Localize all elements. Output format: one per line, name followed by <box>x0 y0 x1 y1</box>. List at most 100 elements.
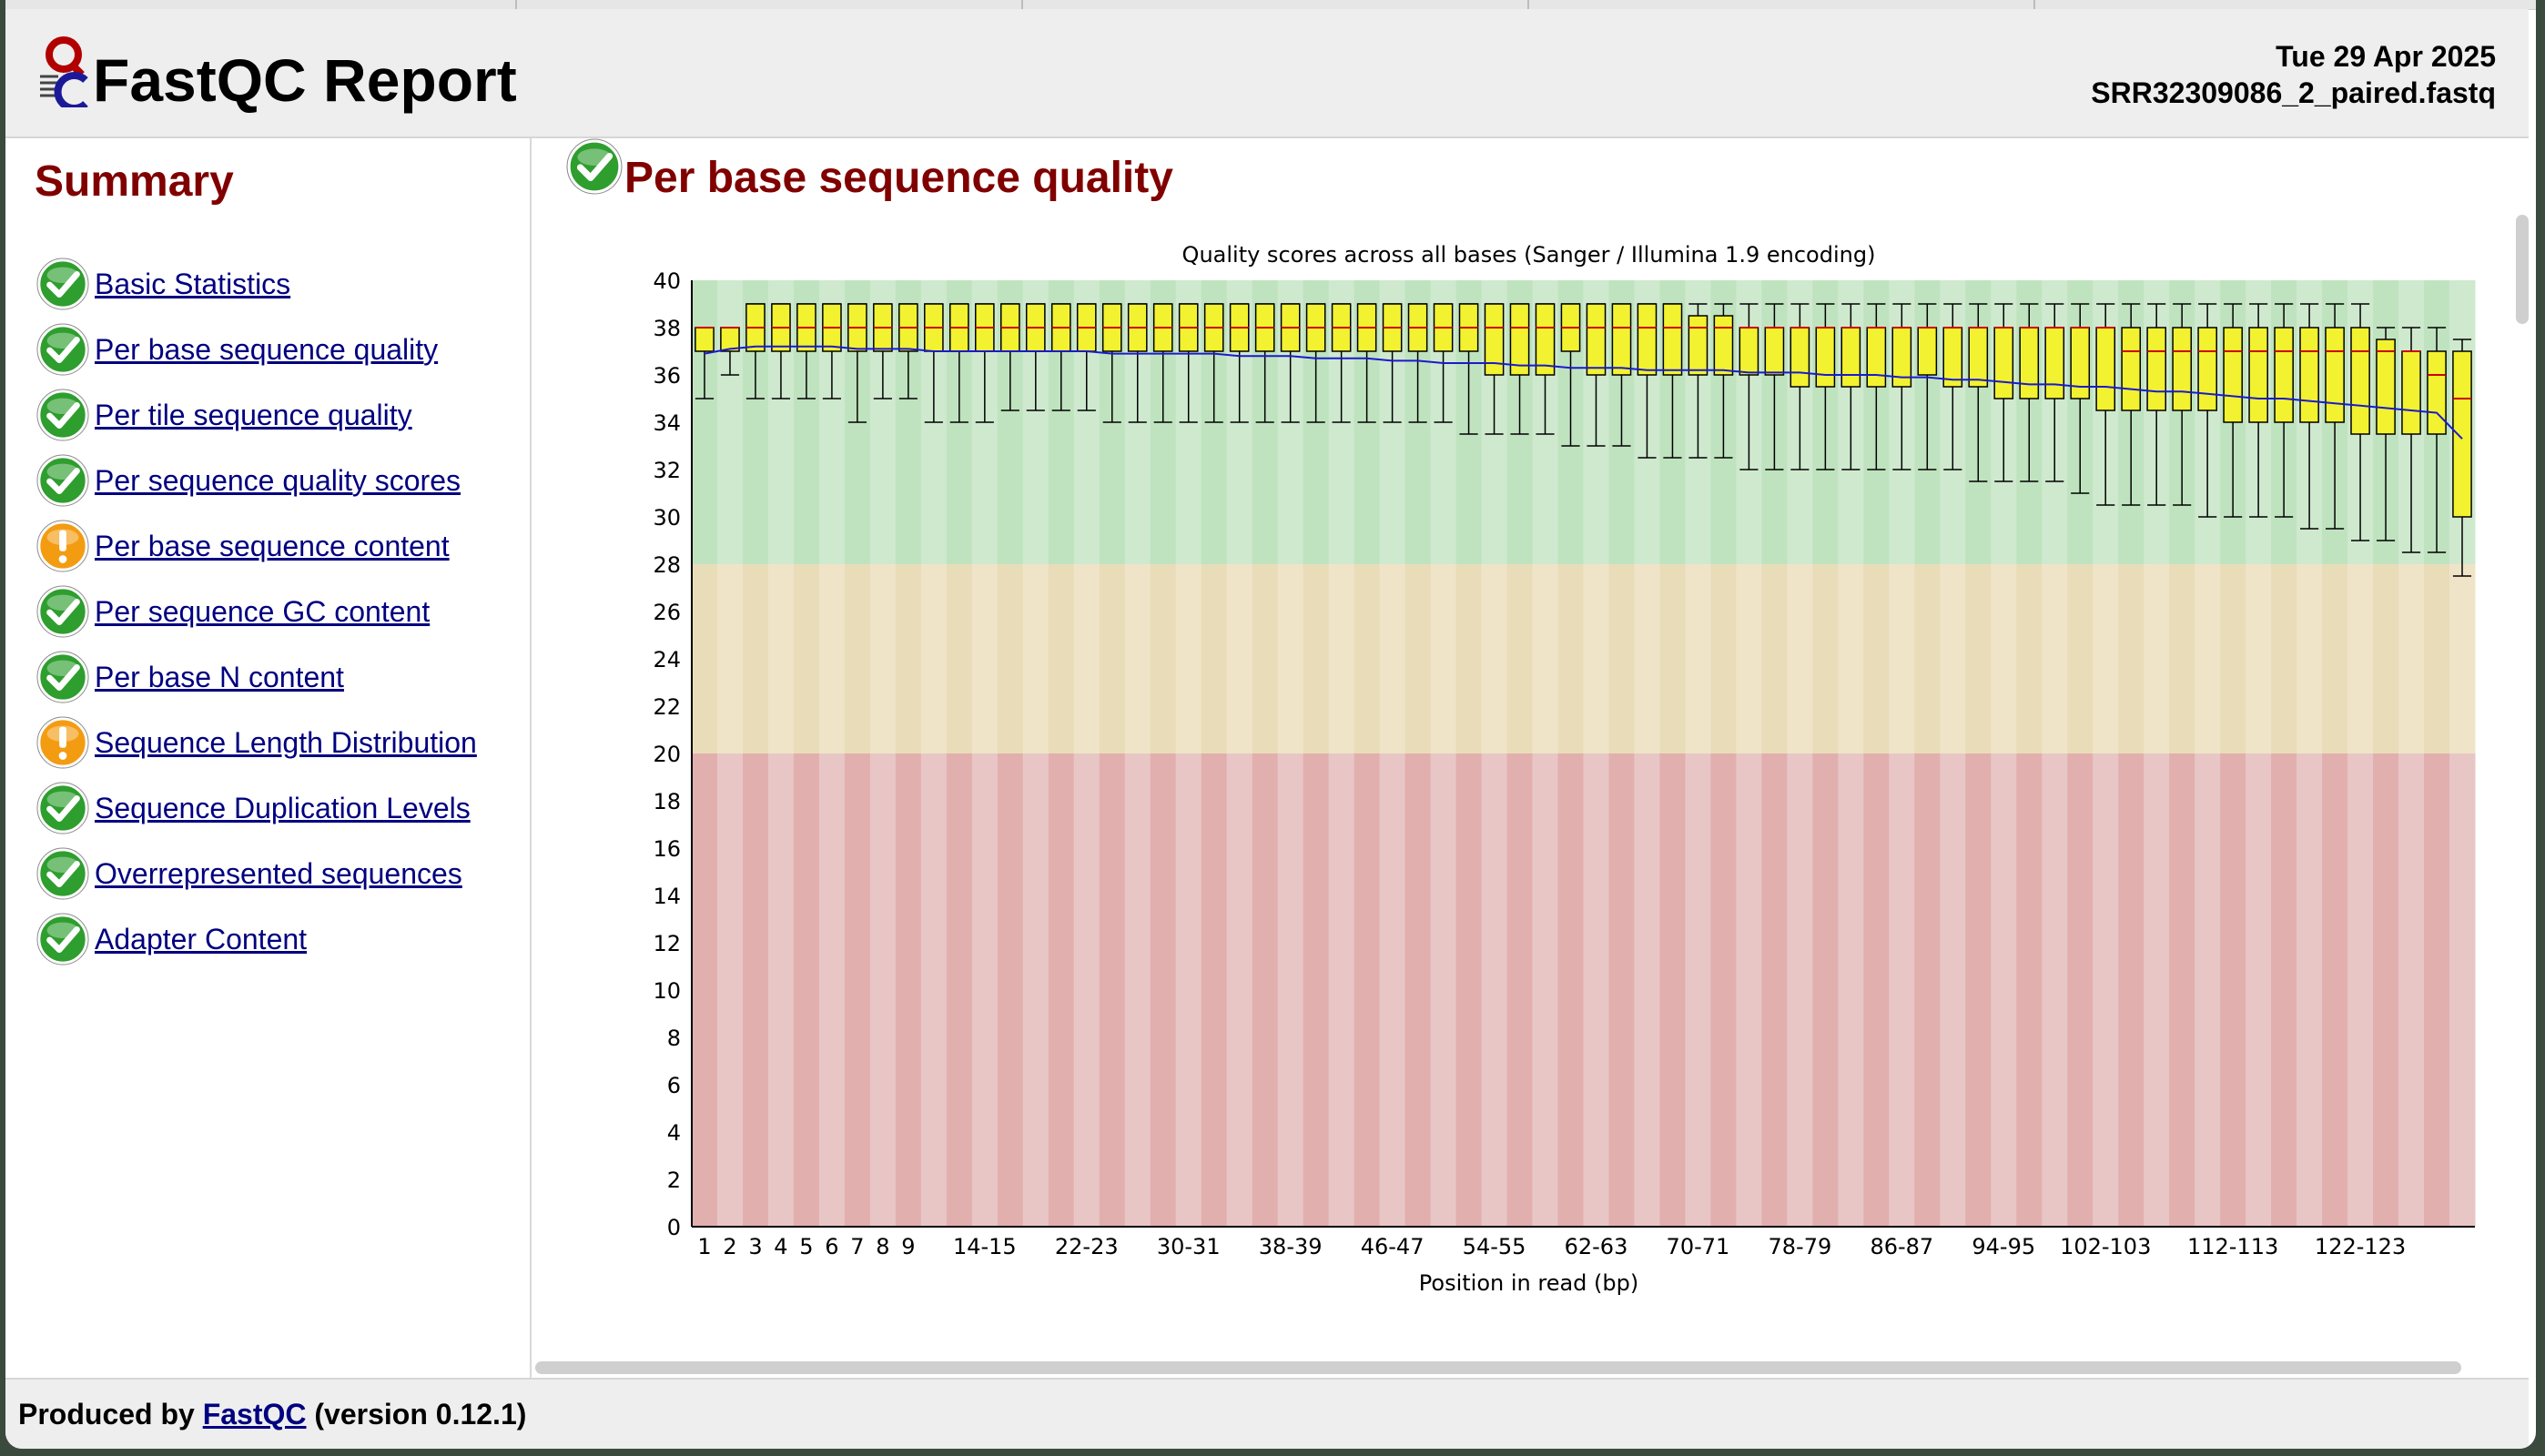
summary-item[interactable]: Per base sequence quality <box>36 322 438 377</box>
reasonable-zone-stripe <box>1048 564 1075 753</box>
x-tick-label: 8 <box>876 1234 889 1259</box>
reasonable-zone-stripe <box>1150 564 1177 753</box>
x-tick-label: 62-63 <box>1565 1234 1628 1259</box>
iqr-box <box>1764 327 1785 376</box>
box-plot-64-65 <box>1611 303 1632 447</box>
box-plot-44-45 <box>1356 303 1377 423</box>
tab-divider <box>515 0 517 9</box>
horizontal-scrollbar[interactable] <box>535 1361 2461 1374</box>
x-tick-label: 30-31 <box>1157 1234 1221 1259</box>
reasonable-zone-stripe <box>716 564 744 753</box>
summary-item[interactable]: Per tile sequence quality <box>36 388 412 442</box>
good-zone-stripe <box>716 280 744 564</box>
summary-link[interactable]: Per base sequence content <box>95 529 450 562</box>
iqr-box <box>1713 315 1734 376</box>
summary-item[interactable]: Sequence Duplication Levels <box>36 781 471 835</box>
summary-link[interactable]: Adapter Content <box>95 922 308 956</box>
reasonable-zone-stripe <box>767 564 795 753</box>
poor-zone-stripe <box>2322 753 2348 1227</box>
iqr-box <box>2019 327 2040 399</box>
summary-link[interactable]: Per sequence quality scores <box>95 463 461 497</box>
iqr-box <box>1509 303 1530 376</box>
vertical-scrollbar[interactable] <box>2516 215 2529 324</box>
summary-link[interactable]: Per sequence GC content <box>95 594 431 628</box>
box-plot-98-99 <box>2044 303 2065 482</box>
box-plot-112-113 <box>2223 303 2243 518</box>
poor-zone-stripe <box>2118 753 2144 1227</box>
poor-zone-stripe <box>2144 753 2170 1227</box>
reasonable-zone-stripe <box>1940 564 1966 753</box>
tab-divider <box>1021 0 1023 9</box>
box-plot-72-73 <box>1713 303 1734 459</box>
poor-zone-stripe <box>1557 753 1584 1227</box>
poor-zone-stripe <box>1634 753 1660 1227</box>
poor-zone-stripe <box>1812 753 1839 1227</box>
y-tick-label: 38 <box>653 316 681 341</box>
tab-divider <box>1527 0 1529 9</box>
x-tick-label: 14-15 <box>953 1234 1017 1259</box>
pass-status-icon <box>36 651 89 703</box>
summary-item[interactable]: Per sequence GC content <box>36 584 430 639</box>
summary-item[interactable]: Per sequence quality scores <box>36 453 461 508</box>
box-plot-84-85 <box>1866 303 1887 470</box>
fastqc-link[interactable]: FastQC <box>202 1398 307 1431</box>
poor-zone-stripe <box>1328 753 1355 1227</box>
summary-link[interactable]: Per base sequence quality <box>95 332 439 366</box>
reasonable-zone-stripe <box>971 564 999 753</box>
box-plot-100-101 <box>2070 303 2091 494</box>
y-tick-label: 18 <box>653 789 681 814</box>
box-plot-8 <box>873 303 893 399</box>
poor-zone-stripe <box>2169 753 2195 1227</box>
y-tick-label: 8 <box>667 1026 681 1051</box>
iqr-box <box>2172 327 2192 411</box>
reasonable-zone-stripe <box>2093 564 2119 753</box>
box-plot-34-35 <box>1229 303 1250 423</box>
reasonable-zone-stripe <box>742 564 769 753</box>
summary-item[interactable]: Sequence Length Distribution <box>36 715 477 770</box>
y-tick-label: 34 <box>653 410 681 436</box>
reasonable-zone-stripe <box>1430 564 1457 753</box>
box-plot-124-125 <box>2376 327 2396 541</box>
module-heading: Per base sequence quality <box>624 154 1173 202</box>
reasonable-zone-stripe <box>2220 564 2246 753</box>
summary-item[interactable]: Overrepresented sequences <box>36 846 462 901</box>
poor-zone-stripe <box>1226 753 1253 1227</box>
box-plot-66-67 <box>1637 303 1658 459</box>
y-tick-label: 0 <box>667 1215 681 1240</box>
summary-link[interactable]: Sequence Length Distribution <box>95 725 477 759</box>
pass-status-icon <box>36 782 89 834</box>
summary-item[interactable]: Basic Statistics <box>36 257 290 311</box>
box-plot-102-103 <box>2095 303 2116 506</box>
summary-item[interactable]: Per base sequence content <box>36 519 450 573</box>
summary-item[interactable]: Per base N content <box>36 650 344 704</box>
summary-link[interactable]: Basic Statistics <box>95 267 291 300</box>
box-plot-46-47 <box>1382 303 1403 423</box>
poor-zone-stripe <box>1532 753 1559 1227</box>
y-tick-label: 4 <box>667 1120 681 1146</box>
reasonable-zone-stripe <box>1710 564 1737 753</box>
poor-zone-stripe <box>1022 753 1049 1227</box>
y-tick-label: 24 <box>653 647 681 672</box>
box-plot-86-87 <box>1891 303 1912 470</box>
reasonable-zone-stripe <box>1226 564 1253 753</box>
poor-zone-stripe <box>1889 753 1915 1227</box>
reasonable-zone-stripe <box>1889 564 1915 753</box>
poor-zone-stripe <box>1710 753 1737 1227</box>
summary-link[interactable]: Sequence Duplication Levels <box>95 791 471 824</box>
box-plot-56-57 <box>1509 303 1530 435</box>
pass-status-icon <box>36 323 89 376</box>
x-tick-label: 6 <box>825 1234 838 1259</box>
y-tick-label: 30 <box>653 505 681 531</box>
poor-zone-stripe <box>1455 753 1483 1227</box>
reasonable-zone-stripe <box>1991 564 2017 753</box>
poor-zone-stripe <box>2424 753 2450 1227</box>
reasonable-zone-stripe <box>869 564 897 753</box>
poor-zone-stripe <box>1608 753 1635 1227</box>
summary-item[interactable]: Adapter Content <box>36 912 307 966</box>
poor-zone-stripe <box>2246 753 2272 1227</box>
summary-link[interactable]: Per base N content <box>95 660 344 693</box>
summary-link[interactable]: Overrepresented sequences <box>95 856 462 890</box>
summary-link[interactable]: Per tile sequence quality <box>95 398 412 431</box>
poor-zone-stripe <box>2067 753 2094 1227</box>
